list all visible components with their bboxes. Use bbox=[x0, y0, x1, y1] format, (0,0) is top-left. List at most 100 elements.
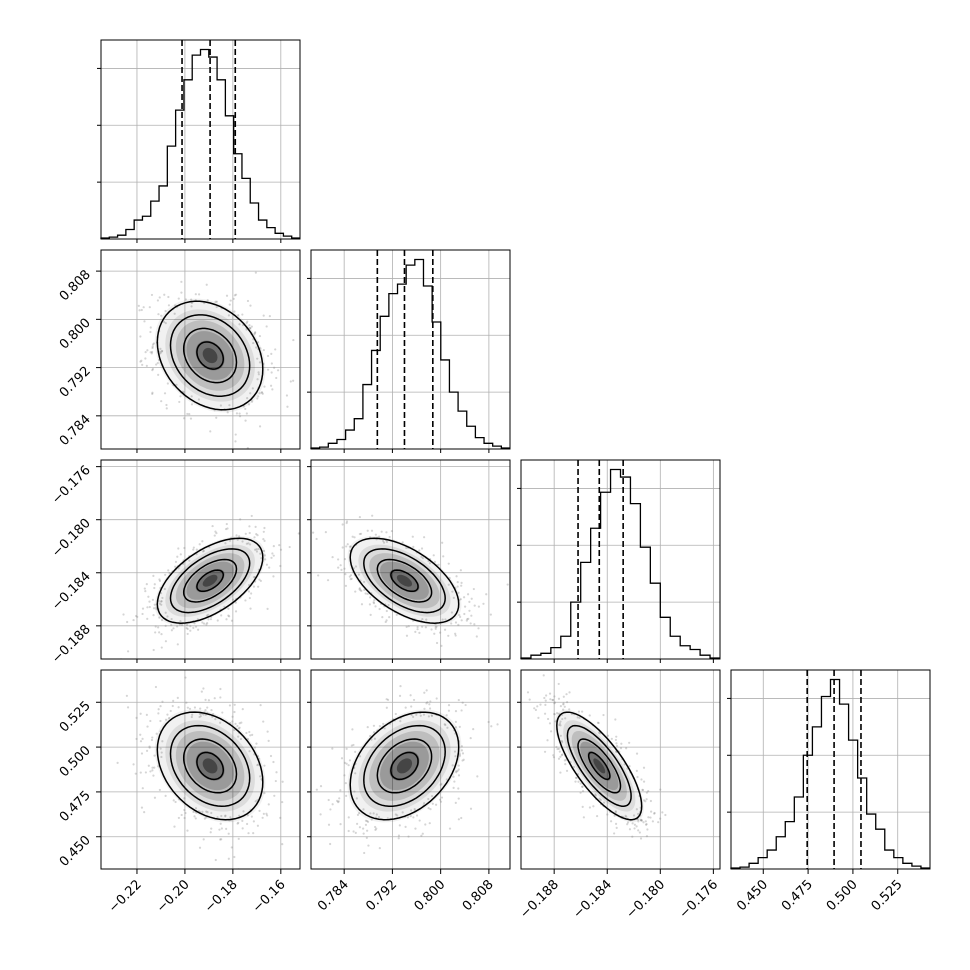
panel-content bbox=[116, 676, 284, 869]
sample-point bbox=[463, 605, 467, 608]
x-tick-label: 0.475 bbox=[779, 877, 816, 914]
sample-point bbox=[241, 827, 244, 830]
sample-point bbox=[543, 712, 547, 715]
sample-point bbox=[160, 314, 163, 317]
sample-point bbox=[352, 743, 355, 747]
sample-point bbox=[256, 763, 259, 767]
sample-point bbox=[637, 812, 640, 816]
sample-point bbox=[216, 816, 219, 819]
sample-point bbox=[219, 687, 222, 691]
sample-point bbox=[266, 730, 269, 733]
sample-point bbox=[161, 596, 164, 600]
sample-point bbox=[162, 320, 166, 323]
sample-point bbox=[543, 696, 546, 700]
sample-point bbox=[416, 625, 419, 629]
sample-point bbox=[353, 790, 356, 793]
x-tick-label: 0.525 bbox=[869, 877, 906, 914]
sample-point bbox=[557, 747, 560, 750]
sample-point bbox=[382, 541, 386, 544]
sample-point bbox=[447, 709, 451, 712]
sample-point bbox=[202, 687, 205, 690]
sample-point bbox=[259, 775, 262, 778]
sample-point bbox=[324, 531, 327, 534]
sample-point bbox=[156, 299, 160, 302]
sample-point bbox=[229, 816, 232, 819]
sample-point bbox=[143, 811, 146, 814]
sample-point bbox=[419, 714, 422, 717]
sample-point bbox=[410, 809, 413, 812]
sample-point bbox=[490, 725, 493, 728]
sample-point bbox=[347, 816, 350, 819]
sample-point bbox=[252, 831, 255, 835]
sample-point bbox=[614, 810, 617, 813]
sample-point bbox=[434, 803, 438, 806]
sample-point bbox=[207, 618, 210, 621]
histogram-panel-0 bbox=[97, 39, 301, 240]
sample-point bbox=[558, 722, 562, 725]
sample-point bbox=[148, 745, 151, 748]
sample-point bbox=[423, 802, 426, 805]
sample-point bbox=[440, 782, 443, 785]
sample-point bbox=[311, 531, 315, 534]
sample-point bbox=[260, 391, 263, 394]
density-shade bbox=[202, 347, 218, 364]
histogram-step-1 bbox=[310, 258, 510, 449]
sample-point bbox=[250, 815, 253, 818]
sample-point bbox=[172, 799, 175, 802]
sample-point bbox=[637, 829, 640, 832]
sample-point bbox=[599, 798, 602, 802]
sample-point bbox=[158, 578, 161, 581]
sample-point bbox=[557, 697, 561, 700]
sample-point bbox=[140, 806, 144, 809]
sample-point bbox=[249, 543, 252, 546]
sample-point bbox=[273, 794, 276, 797]
sample-point bbox=[633, 827, 636, 830]
sample-point bbox=[651, 820, 654, 823]
sample-point bbox=[220, 838, 223, 841]
y-tick-label: 0.475 bbox=[57, 788, 94, 825]
sample-point bbox=[359, 532, 363, 535]
sample-point bbox=[581, 785, 584, 788]
sample-point bbox=[147, 764, 150, 767]
sample-point bbox=[237, 314, 240, 317]
panel-content bbox=[315, 685, 499, 855]
sample-point bbox=[236, 538, 239, 541]
sample-point bbox=[186, 412, 189, 416]
sample-point bbox=[647, 790, 650, 793]
sample-point bbox=[614, 718, 617, 721]
sample-point bbox=[343, 761, 347, 764]
sample-point bbox=[385, 706, 388, 709]
sample-point bbox=[274, 779, 277, 783]
sample-point bbox=[262, 530, 265, 533]
contour-line bbox=[556, 711, 643, 821]
sample-point bbox=[565, 701, 569, 704]
sample-point bbox=[241, 708, 244, 711]
sample-point bbox=[574, 780, 577, 783]
histogram-panel-2 bbox=[517, 459, 721, 660]
sample-point bbox=[154, 631, 157, 634]
sample-point bbox=[635, 769, 638, 772]
sample-point bbox=[398, 694, 402, 698]
sample-point bbox=[427, 715, 430, 718]
sample-point bbox=[273, 366, 276, 369]
sample-point bbox=[398, 824, 401, 827]
sample-point bbox=[238, 323, 241, 326]
sample-point bbox=[205, 614, 209, 617]
sample-point bbox=[366, 819, 369, 823]
sample-point bbox=[553, 695, 556, 698]
sample-point bbox=[444, 723, 447, 727]
sample-point bbox=[256, 824, 259, 827]
sample-point bbox=[602, 801, 606, 804]
sample-point bbox=[286, 405, 289, 408]
sample-point bbox=[412, 545, 415, 548]
sample-point bbox=[160, 603, 163, 606]
sample-point bbox=[461, 759, 464, 762]
sample-point bbox=[345, 521, 348, 525]
sample-point bbox=[158, 631, 161, 634]
sample-point bbox=[135, 614, 138, 618]
sample-point bbox=[645, 798, 648, 801]
sample-point bbox=[237, 837, 240, 840]
sample-point bbox=[557, 757, 561, 760]
sample-point bbox=[355, 797, 358, 800]
sample-point bbox=[343, 558, 347, 561]
